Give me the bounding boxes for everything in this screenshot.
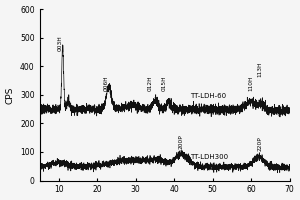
Text: 110H: 110H xyxy=(248,76,253,91)
Text: 220P: 220P xyxy=(258,136,262,151)
Text: TT-LDH300: TT-LDH300 xyxy=(190,154,228,160)
Text: TT-LDH-60: TT-LDH-60 xyxy=(190,93,226,99)
Y-axis label: CPS: CPS xyxy=(6,86,15,104)
Text: 003H: 003H xyxy=(58,35,63,51)
Text: 113H: 113H xyxy=(258,61,262,77)
Text: 015H: 015H xyxy=(161,76,166,91)
Text: 006H: 006H xyxy=(104,76,109,91)
Text: 012H: 012H xyxy=(148,76,153,91)
Text: 200P: 200P xyxy=(179,135,184,149)
